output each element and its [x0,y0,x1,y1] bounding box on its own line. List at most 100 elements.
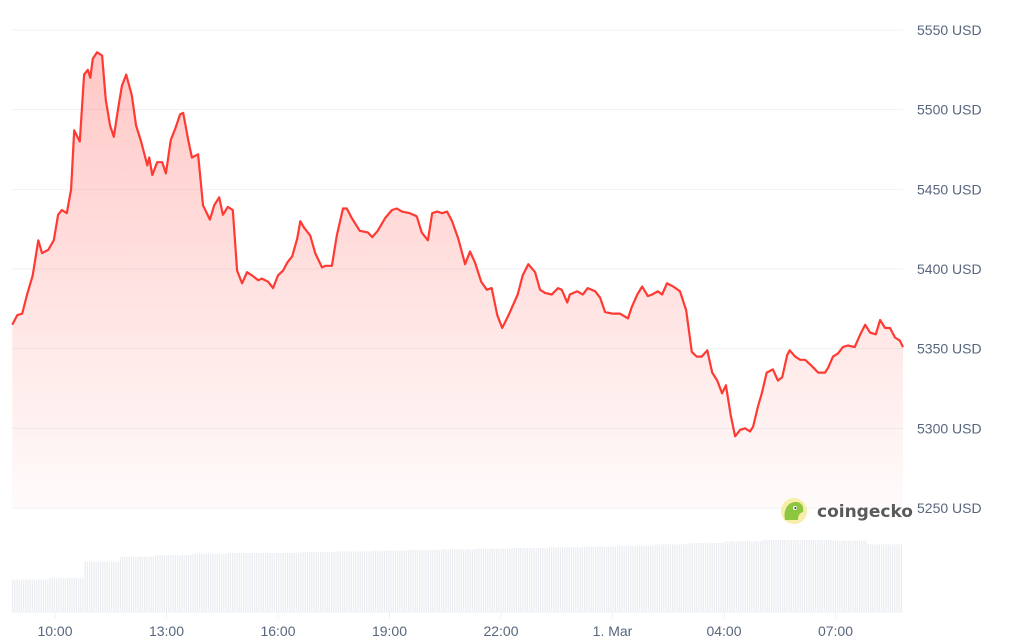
volume-bar [630,545,632,612]
volume-bar [289,553,291,612]
volume-bar [64,578,66,612]
volume-bar [729,541,731,612]
volume-bar [251,553,253,612]
volume-bar [865,540,867,612]
volume-bar [529,547,531,612]
volume-bar [852,540,854,612]
volume-bar [685,544,687,612]
volume-bar [412,550,414,612]
y-tick-label: 5300 USD [917,420,982,436]
volume-bar [676,544,678,612]
volume-bar [790,540,792,612]
volume-bar [476,548,478,612]
volume-bar [777,540,779,612]
volume-bar [361,551,363,612]
volume-bar [887,544,889,612]
volume-bar [249,553,251,612]
volume-bar [229,553,231,612]
volume-bar [465,549,467,612]
volume-bar [78,578,80,612]
volume-bar [67,578,69,612]
volume-bar [784,540,786,612]
volume-bar [23,579,25,612]
volume-bar [487,548,489,612]
volume-bar [720,542,722,612]
volume-bar [212,553,214,612]
volume-bar [106,561,108,612]
volume-bar [656,544,658,612]
volume-bar [665,544,667,612]
volume-bar [812,540,814,612]
volume-bar [47,579,49,612]
volume-bar [667,544,669,612]
volume-bar [434,550,436,612]
volume-bar [115,561,117,612]
volume-bar [108,561,110,612]
volume-bar [537,547,539,612]
volume-bar [210,553,212,612]
volume-bar [672,544,674,612]
x-tick-label: 19:00 [372,623,407,639]
volume-bar [762,540,764,612]
volume-bar [632,545,634,612]
volume-bar [401,550,403,612]
volume-bar [564,547,566,612]
volume-bar [639,545,641,612]
x-tick-label: 1. Mar [593,623,633,639]
volume-bar [240,553,242,612]
volume-bar [445,549,447,612]
volume-bar [322,552,324,612]
volume-bar [709,542,711,612]
volume-bar [689,542,691,612]
volume-bar [832,540,834,612]
volume-bar [504,548,506,612]
volume-bar [414,550,416,612]
volume-bar [467,549,469,612]
volume-bar [390,550,392,612]
volume-bar [29,579,31,612]
volume-bar [557,547,559,612]
volume-bar [801,540,803,612]
volume-bar [507,548,509,612]
volume-bar [702,542,704,612]
price-area-fill [12,52,904,509]
volume-bar [735,541,737,612]
volume-bar [95,561,97,612]
volume-bar [478,548,480,612]
volume-bar [82,578,84,612]
volume-bar [595,546,597,612]
volume-bar [610,546,612,612]
volume-bar [75,578,77,612]
volume-bar [617,546,619,612]
volume-bar [603,546,605,612]
volume-bar [245,553,247,612]
volume-bar [749,541,751,612]
volume-bar [588,546,590,612]
volume-bar [502,548,504,612]
volume-bar [821,540,823,612]
volume-bar [113,561,115,612]
volume-bar [260,553,262,612]
volume-bar [119,556,121,612]
volume-bar [16,579,18,612]
volume-bar [335,551,337,612]
volume-bars [12,540,902,612]
volume-bar [493,548,495,612]
volume-bar [333,551,335,612]
volume-bar [27,579,29,612]
volume-bar [311,552,313,612]
volume-bar [282,553,284,612]
volume-bar [124,556,126,612]
volume-bar [652,545,654,612]
volume-bar [419,550,421,612]
volume-bar [489,548,491,612]
volume-bar [471,549,473,612]
volume-bar [810,540,812,612]
volume-bar [298,552,300,612]
volume-bar [139,556,141,612]
volume-bar [84,561,86,612]
volume-bar [425,550,427,612]
coingecko-watermark: coingecko [781,498,913,524]
volume-bar [56,578,58,612]
volume-bar [225,553,227,612]
